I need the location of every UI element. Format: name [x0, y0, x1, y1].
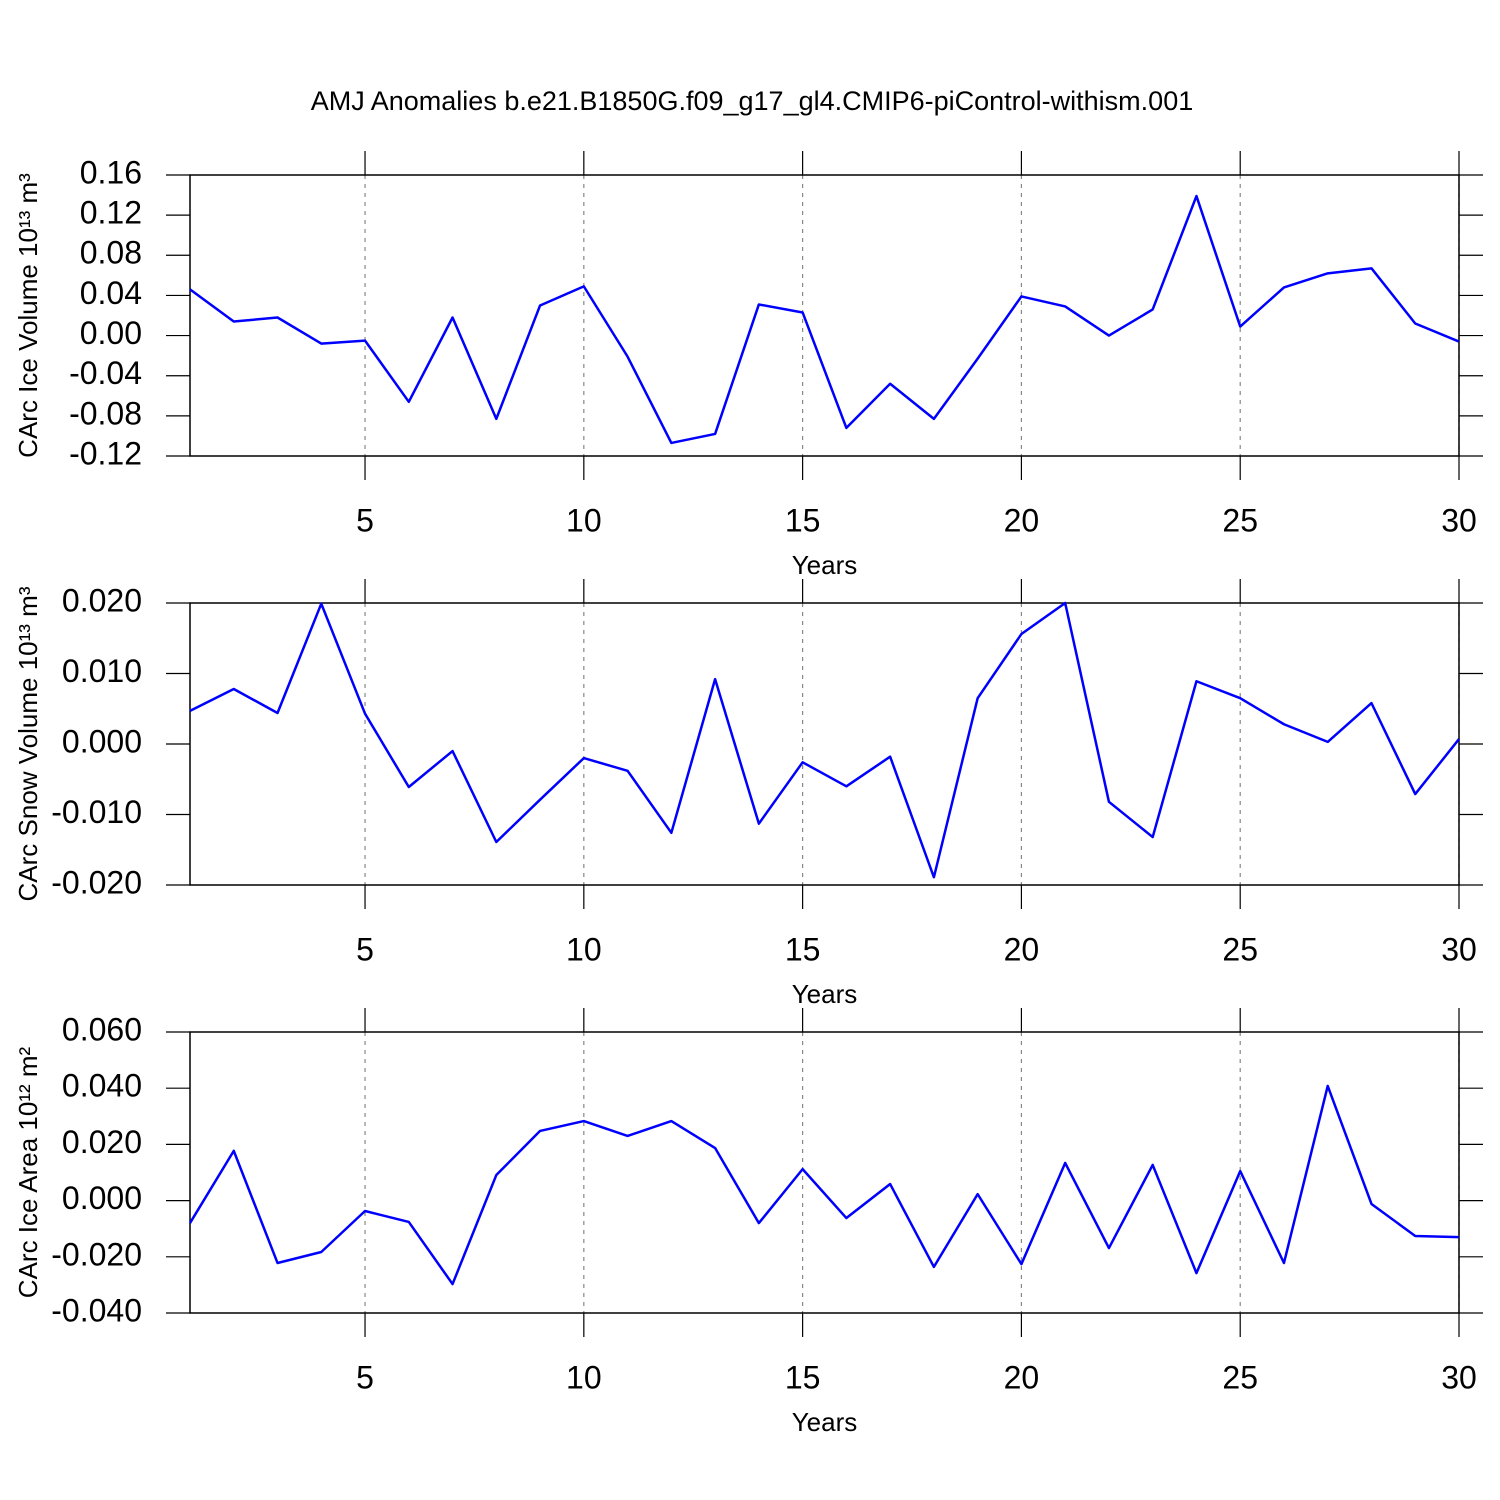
x-tick-label: 25: [1222, 931, 1258, 967]
y-axis-label: CArc Ice Area 10¹² m²: [13, 1046, 43, 1298]
y-tick-label: 0.040: [62, 1068, 142, 1104]
y-tick-label: 0.020: [62, 1124, 142, 1160]
x-tick-label: 10: [566, 931, 602, 967]
y-tick-label: -0.08: [69, 395, 142, 431]
x-tick-label: 30: [1441, 1359, 1477, 1395]
y-tick-label: -0.040: [51, 1292, 142, 1328]
x-axis-label: Years: [792, 550, 858, 580]
x-tick-label: 5: [356, 931, 374, 967]
x-tick-label: 5: [356, 502, 374, 538]
x-tick-label: 15: [785, 502, 821, 538]
x-tick-label: 20: [1004, 931, 1040, 967]
y-tick-label: 0.060: [62, 1011, 142, 1047]
x-tick-label: 30: [1441, 931, 1477, 967]
y-tick-label: 0.04: [80, 275, 142, 311]
plot-frame: [189, 174, 1460, 457]
data-line: [189, 194, 1460, 445]
x-tick-label: 25: [1222, 502, 1258, 538]
x-tick-label: 15: [785, 931, 821, 967]
x-tick-label: 10: [566, 1359, 602, 1395]
y-tick-label: -0.04: [69, 355, 142, 391]
x-tick-label: 10: [566, 502, 602, 538]
x-axis-label: Years: [792, 1407, 858, 1437]
plot-frame: [189, 1031, 1460, 1314]
y-tick-label: 0.12: [80, 195, 142, 231]
data-line: [188, 1084, 1460, 1286]
y-tick-label: 0.16: [80, 154, 142, 190]
chart-title: AMJ Anomalies b.e21.B1850G.f09_g17_gl4.C…: [311, 86, 1193, 116]
x-tick-label: 25: [1222, 1359, 1258, 1395]
x-axis-label: Years: [792, 979, 858, 1009]
y-axis-label: CArc Ice Volume 10¹³ m³: [13, 173, 43, 458]
x-tick-label: 20: [1004, 1359, 1040, 1395]
y-tick-label: -0.020: [51, 864, 142, 900]
y-axis-label: CArc Snow Volume 10¹³ m³: [13, 586, 43, 901]
data-line: [189, 601, 1460, 879]
y-tick-label: 0.010: [62, 653, 142, 689]
y-tick-label: 0.08: [80, 235, 142, 271]
y-tick-label: -0.12: [69, 435, 142, 471]
y-tick-label: 0.00: [80, 315, 142, 351]
y-tick-label: -0.020: [51, 1236, 142, 1272]
plot-frame: [189, 602, 1460, 886]
x-tick-label: 30: [1441, 502, 1477, 538]
y-tick-label: 0.000: [62, 723, 142, 759]
x-tick-label: 20: [1004, 502, 1040, 538]
x-tick-label: 5: [356, 1359, 374, 1395]
y-tick-label: -0.010: [51, 794, 142, 830]
y-tick-label: 0.020: [62, 582, 142, 618]
x-tick-label: 15: [785, 1359, 821, 1395]
y-tick-label: 0.000: [62, 1180, 142, 1216]
